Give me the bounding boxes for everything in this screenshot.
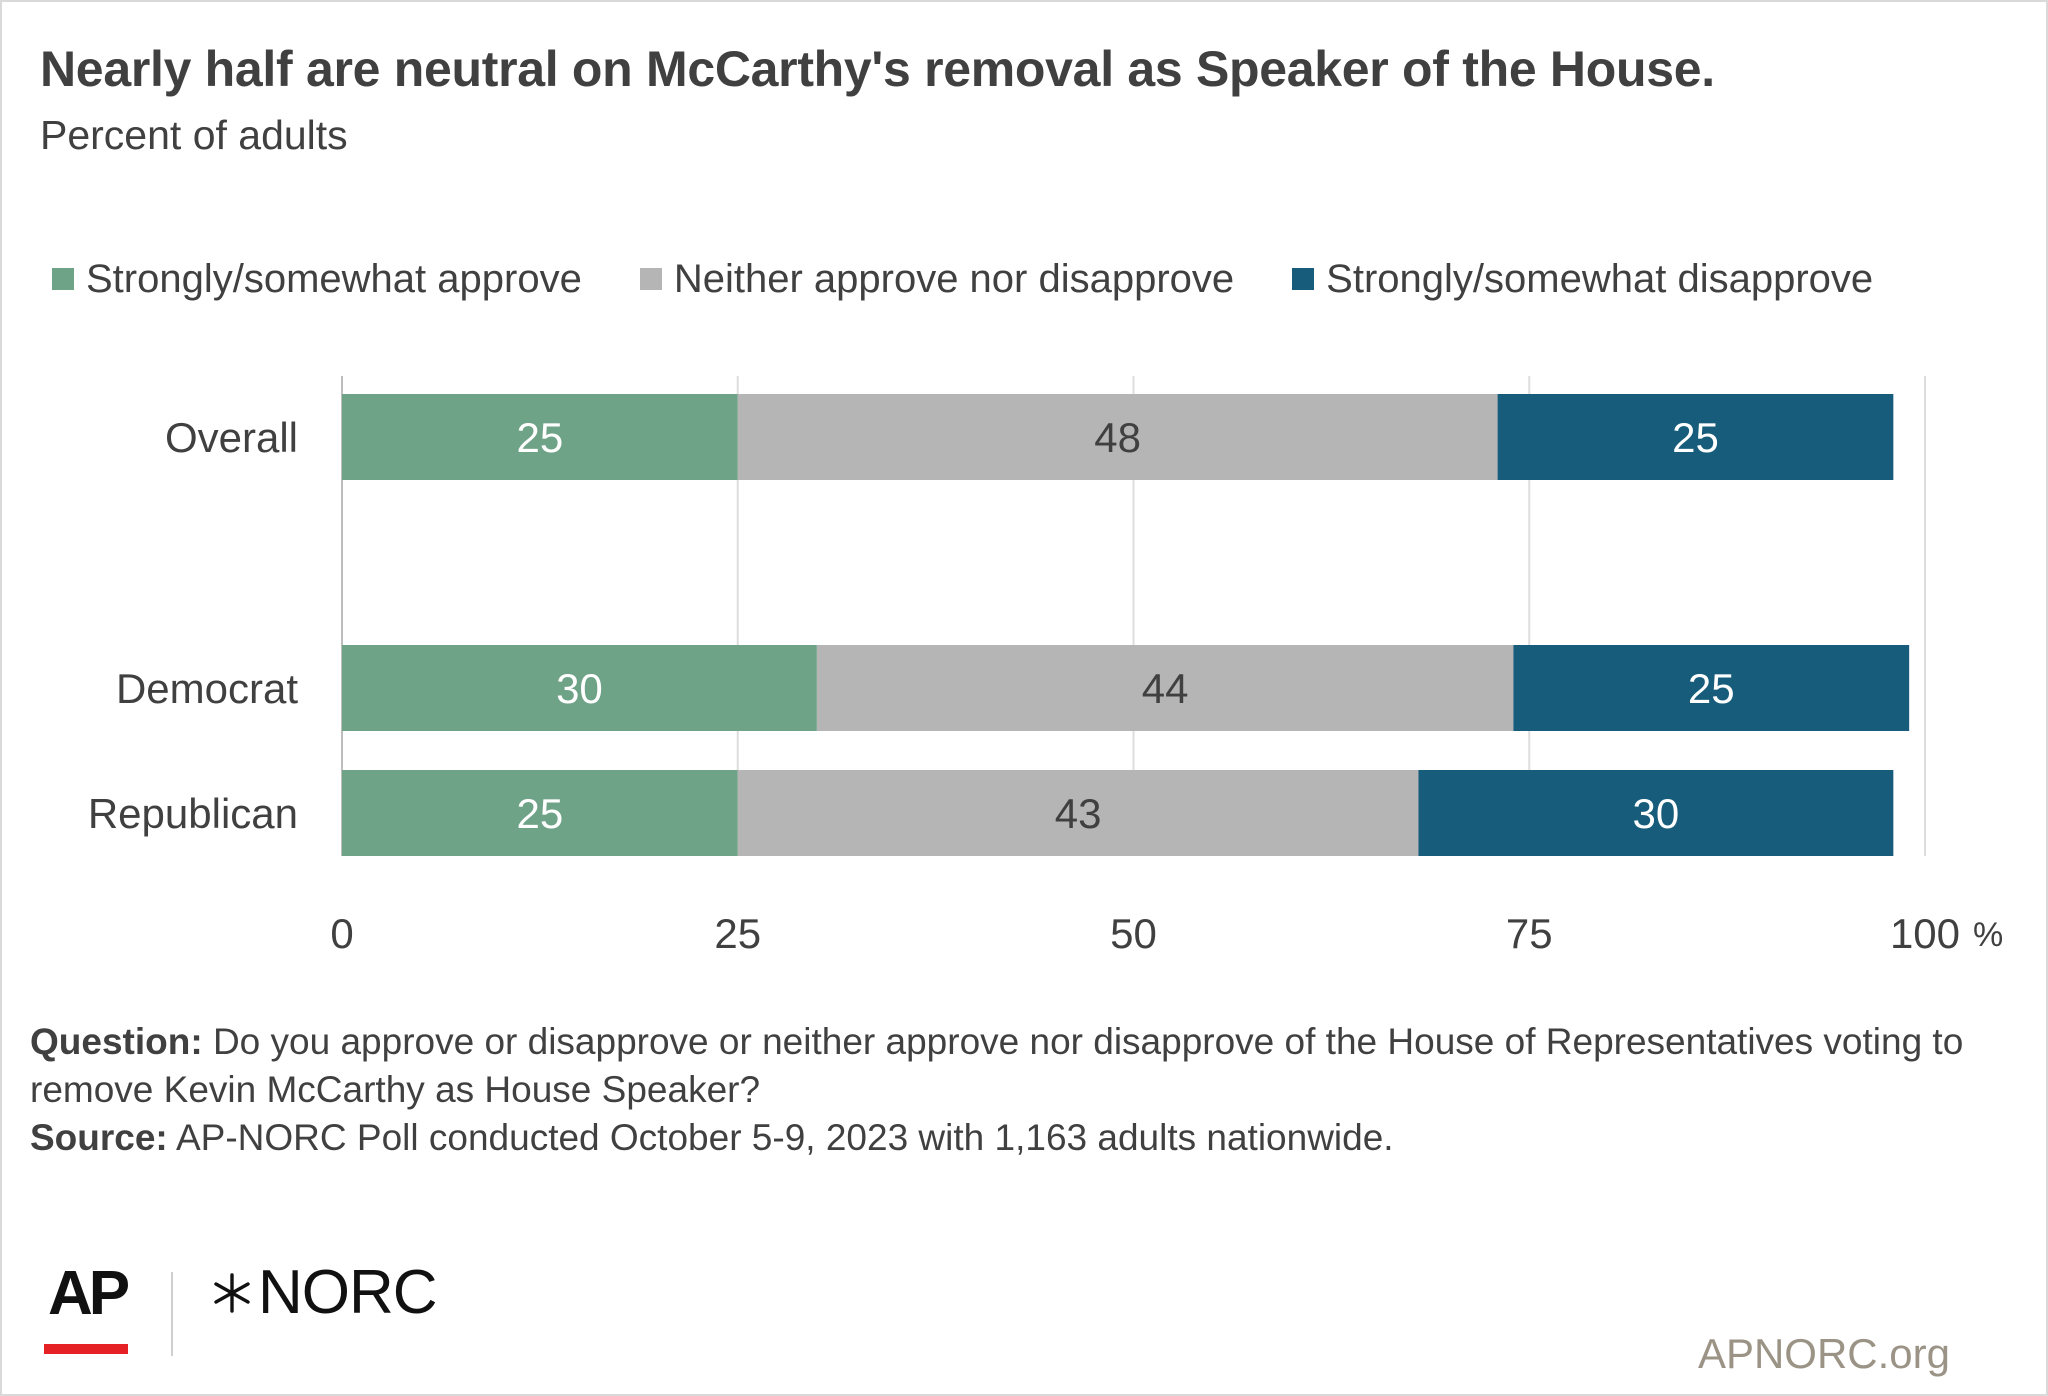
norc-logo-text: NORC: [258, 1258, 438, 1327]
legend-label-approve: Strongly/somewhat approve: [86, 256, 582, 301]
bar-republican-strongly-somewhat-approve: [342, 770, 738, 856]
bar-democrat-strongly-somewhat-disapprove: [1513, 645, 1910, 731]
x-tick-label-75: 75: [1506, 910, 1553, 957]
footnote: Question: Do you approve or disapprove o…: [30, 1018, 2020, 1162]
data-label-democrat-strongly-somewhat-disapprove: 25: [1688, 665, 1735, 712]
bar-republican-neither-approve-nor-disapprove: [737, 770, 1419, 856]
data-label-overall-neither-approve-nor-disapprove: 48: [1094, 414, 1141, 461]
source-label: Source:: [30, 1117, 168, 1158]
chart-title: Nearly half are neutral on McCarthy's re…: [40, 41, 1715, 97]
ap-logo: AP: [48, 1259, 130, 1328]
legend-swatch-approve: [52, 268, 74, 290]
question-label: Question:: [30, 1021, 203, 1062]
category-label-democrat: Democrat: [116, 665, 298, 712]
legend-swatch-disapprove: [1292, 268, 1315, 290]
legend: Strongly/somewhat approve Neither approv…: [52, 254, 1873, 304]
source-text: AP-NORC Poll conducted October 5-9, 2023…: [167, 1117, 1394, 1158]
data-label-overall-strongly-somewhat-approve: 25: [517, 414, 564, 461]
chart-subtitle: Percent of adults: [40, 112, 348, 158]
question-text: Do you approve or disapprove or neither …: [30, 1021, 1964, 1110]
x-tick-label-0: 0: [330, 910, 353, 957]
bar-overall-strongly-somewhat-approve: [342, 394, 738, 480]
bar-democrat-strongly-somewhat-approve: [342, 645, 817, 731]
data-label-overall-strongly-somewhat-disapprove: 25: [1672, 414, 1719, 461]
x-axis-unit: %: [1973, 916, 2003, 954]
bar-overall-neither-approve-nor-disapprove: [737, 394, 1498, 480]
question-note: Question: Do you approve or disapprove o…: [30, 1018, 2020, 1114]
stacked-bar-chart: Overall 25 48 25 Democrat 30 44 25 Republican 25 4…: [88, 376, 2003, 957]
legend-swatch-neither: [639, 268, 662, 290]
ap-logo-underline: [44, 1344, 128, 1354]
source-note: Source: AP-NORC Poll conducted October 5…: [30, 1114, 2020, 1162]
data-label-republican-neither-approve-nor-disapprove: 43: [1055, 790, 1102, 837]
data-label-democrat-strongly-somewhat-approve: 30: [556, 665, 603, 712]
x-tick-label-25: 25: [714, 910, 761, 957]
bar-democrat-neither-approve-nor-disapprove: [816, 645, 1514, 731]
legend-label-disapprove: Strongly/somewhat disapprove: [1326, 256, 1874, 301]
x-tick-label-100: 100: [1890, 910, 1960, 957]
legend-item-approve: Strongly/somewhat approve: [52, 257, 582, 302]
x-tick-label-50: 50: [1110, 910, 1157, 957]
data-label-republican-strongly-somewhat-approve: 25: [517, 790, 564, 837]
data-label-republican-strongly-somewhat-disapprove: 30: [1633, 790, 1680, 837]
norc-star-icon: [214, 1273, 250, 1313]
legend-item-disapprove: Strongly/somewhat disapprove: [1292, 257, 1873, 302]
legend-item-neither: Neither approve nor disapprove: [639, 256, 1235, 302]
category-label-overall: Overall: [165, 414, 298, 461]
bar-republican-strongly-somewhat-disapprove: [1418, 770, 1894, 856]
logo-divider: [171, 1272, 173, 1356]
data-label-democrat-neither-approve-nor-disapprove: 44: [1142, 665, 1189, 712]
site-url: APNORC.org: [1697, 1330, 1950, 1377]
legend-label-neither: Neither approve nor disapprove: [673, 256, 1235, 301]
bar-overall-strongly-somewhat-disapprove: [1497, 394, 1894, 480]
norc-logo: NORC: [208, 1258, 438, 1327]
category-label-republican: Republican: [88, 790, 298, 837]
